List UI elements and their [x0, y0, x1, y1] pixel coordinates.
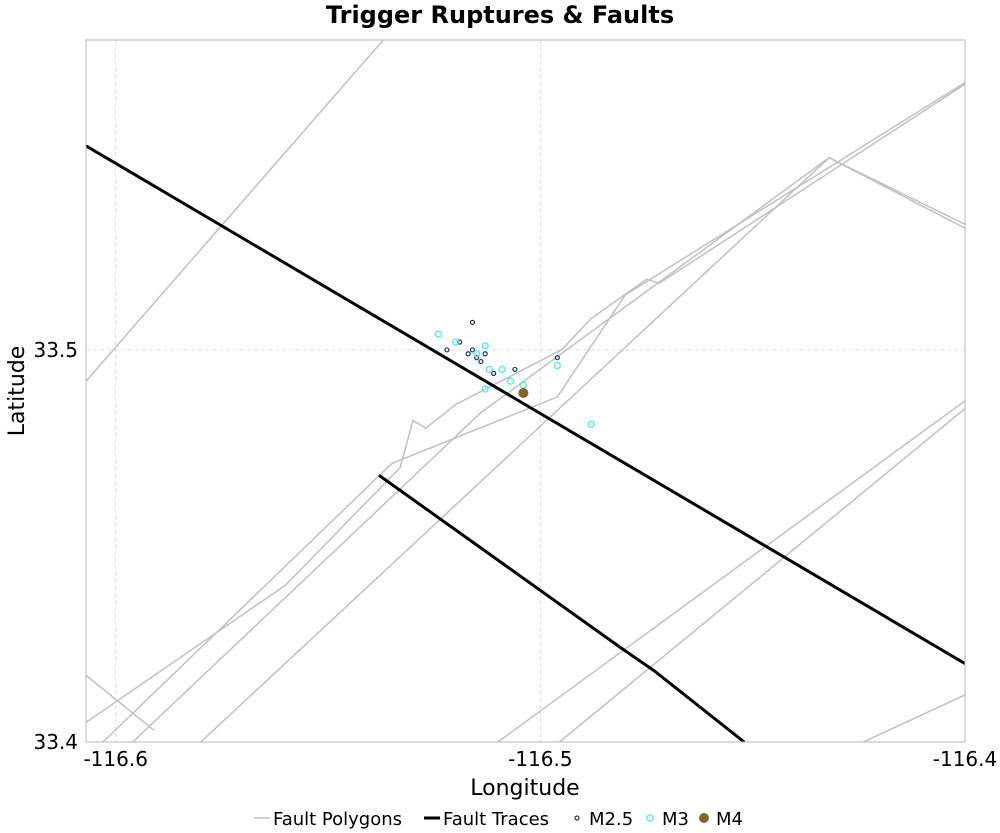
legend-item-fault-polygons: Fault Polygons: [254, 809, 402, 830]
point-m2-5: [469, 319, 476, 325]
fault-trace-line: [86, 144, 965, 665]
point-m2-5: [474, 355, 480, 361]
y-axis-label: Latitude: [5, 346, 30, 437]
point-m2-5: [482, 351, 488, 357]
point-m4: [518, 387, 529, 398]
point-m2-5: [512, 366, 518, 373]
legend-label: Fault Traces: [443, 809, 549, 830]
fault-polygon-line: [497, 400, 965, 742]
legend-swatch: [646, 814, 654, 822]
point-m2-5: [465, 351, 471, 357]
series-layer: [86, 40, 965, 742]
point-m3: [587, 420, 595, 428]
legend-swatch: [699, 813, 709, 823]
fault-polygon-line: [102, 81, 965, 742]
fault-polygon-line: [200, 156, 965, 742]
legend-label: M3: [662, 809, 689, 830]
point-m2-5: [457, 339, 463, 345]
series-m2-5: [444, 319, 560, 376]
point-m3: [473, 350, 481, 358]
y-tick-labels: 33.4 33.5: [33, 338, 78, 754]
legend-item-m2-5: M2.5: [574, 809, 633, 830]
point-m3: [481, 385, 489, 393]
legend-label: M2.5: [589, 809, 633, 830]
point-m3: [481, 342, 489, 350]
fault-polygon-line: [86, 40, 384, 382]
legend-item-m4: M4: [699, 809, 743, 830]
y-tick-label: 33.4: [33, 730, 78, 754]
legend: Fault Polygons Fault Traces M2.5 M3 M4: [254, 809, 743, 830]
point-m2-5: [554, 355, 560, 361]
point-m3: [506, 377, 515, 385]
legend-label: M4: [716, 809, 743, 830]
series-fault-traces: [86, 144, 965, 742]
x-tick-label: -116.6: [83, 747, 147, 771]
fault-trace-line: [378, 474, 746, 742]
fault-polygon-line: [86, 83, 965, 724]
y-tick-label: 33.5: [33, 338, 78, 362]
grid: [86, 40, 965, 742]
fault-polygon-line: [862, 694, 965, 742]
point-m2-5: [478, 358, 484, 365]
fault-polygon-line: [964, 148, 965, 150]
point-m3: [553, 361, 561, 370]
point-m3: [434, 330, 443, 338]
plot-frame: [85, 39, 966, 743]
legend-label: Fault Polygons: [273, 809, 402, 830]
point-m2-5: [469, 347, 476, 353]
series-m4: [518, 387, 529, 398]
point-m3: [498, 365, 506, 374]
fault-polygon-line: [86, 674, 155, 731]
point-m3: [485, 365, 494, 374]
fault-polygon-line: [132, 156, 965, 742]
x-tick-label: -116.5: [508, 747, 572, 771]
x-axis-label: Longitude: [470, 776, 579, 801]
fault-polygon-line: [558, 408, 965, 742]
legend-item-m3: M3: [646, 809, 689, 830]
series-m3: [434, 330, 595, 428]
series-fault-polygons: [86, 40, 965, 742]
legend-swatch: [574, 815, 580, 821]
point-m2-5: [491, 370, 497, 376]
point-m2-5: [444, 347, 450, 353]
x-tick-label: -116.4: [933, 747, 997, 771]
legend-item-fault-traces: Fault Traces: [424, 809, 549, 830]
chart-title: Trigger Ruptures & Faults: [326, 1, 674, 29]
point-m3: [451, 338, 460, 346]
x-tick-labels: -116.6 -116.5 -116.4: [83, 747, 997, 771]
